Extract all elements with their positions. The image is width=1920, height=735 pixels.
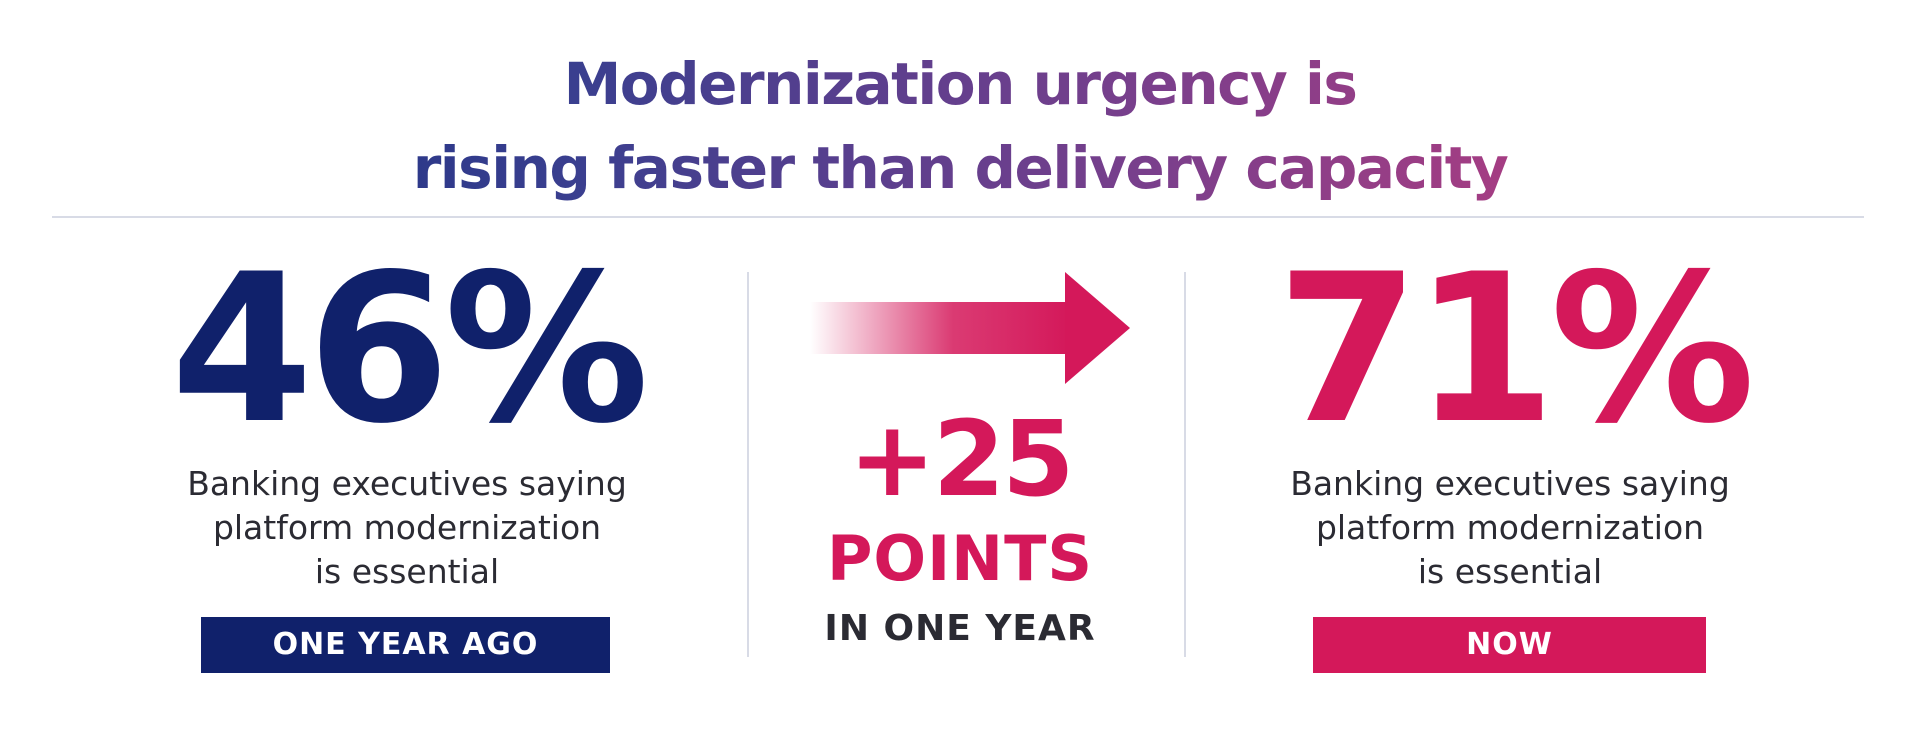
stat-description-now: Banking executives saying platform moder… (1235, 462, 1785, 594)
description-line: is essential (1417, 552, 1603, 591)
change-unit: POINTS (826, 522, 1094, 595)
change-value: +25 (848, 398, 1075, 520)
description-line: is essential (314, 552, 500, 591)
description-line: Banking executives saying (187, 464, 627, 503)
badge-one-year-ago: ONE YEAR AGO (201, 617, 610, 673)
title-line-2: rising faster than delivery capacity (0, 126, 1920, 210)
stat-value-one-year-ago: 46% (170, 231, 650, 469)
description-line: platform modernization (212, 508, 602, 547)
title-line-1: Modernization urgency is (0, 42, 1920, 126)
column-divider-right (1184, 272, 1186, 657)
badge-now: NOW (1313, 617, 1706, 673)
change-period: IN ONE YEAR (824, 608, 1096, 649)
stat-description-one-year-ago: Banking executives saying platform moder… (132, 462, 682, 594)
description-line: Banking executives saying (1290, 464, 1730, 503)
arrow-right-icon (810, 272, 1130, 384)
infographic-title: Modernization urgency is rising faster t… (0, 42, 1920, 210)
stat-value-now: 71% (1276, 231, 1756, 469)
description-line: platform modernization (1315, 508, 1705, 547)
title-divider (52, 216, 1864, 218)
column-divider-left (747, 272, 749, 657)
